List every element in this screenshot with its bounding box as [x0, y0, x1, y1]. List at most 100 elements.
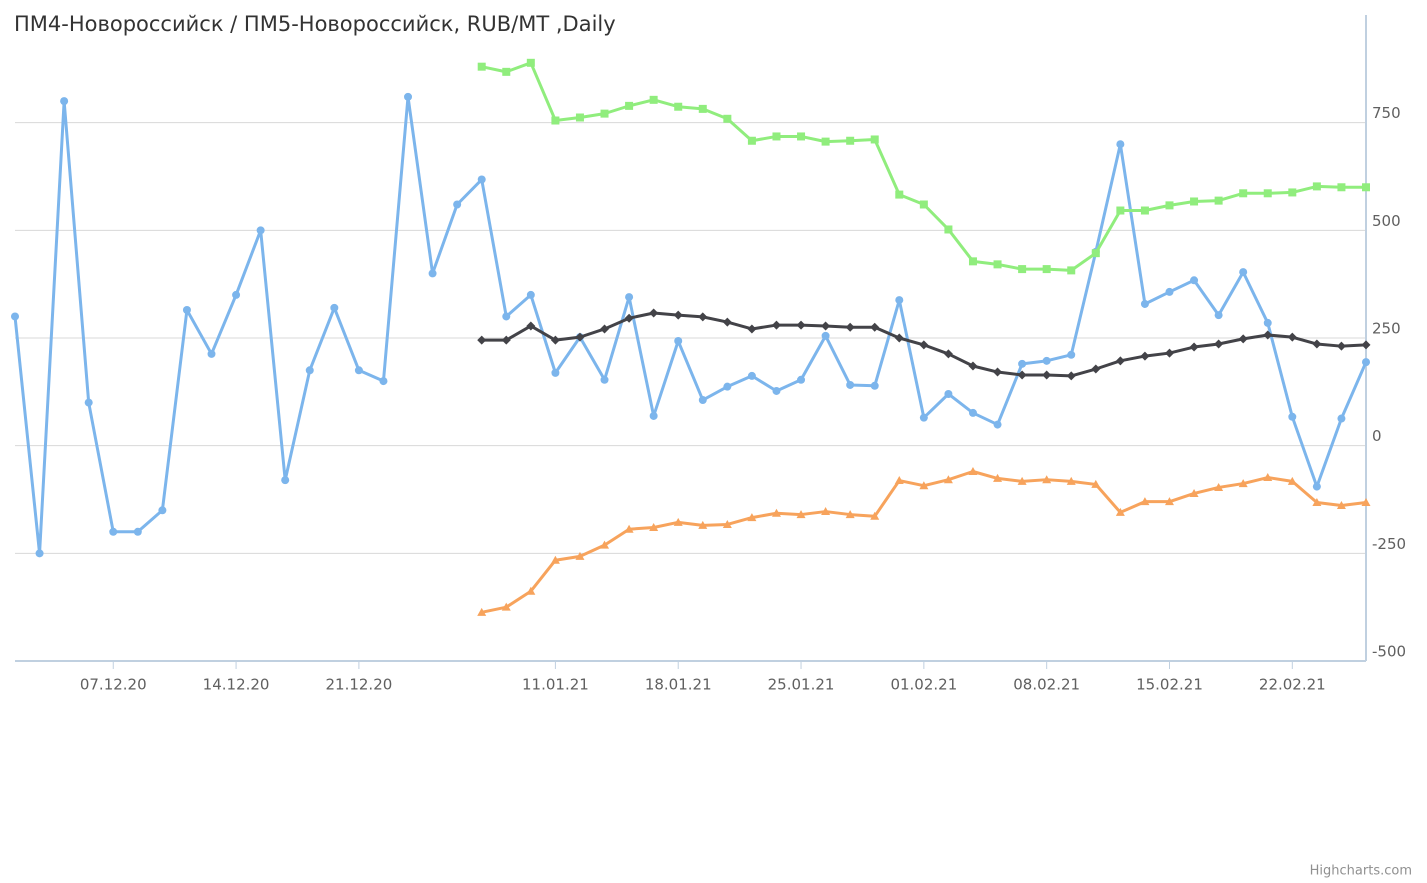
point [969, 409, 977, 417]
point [1190, 197, 1198, 205]
point [895, 191, 903, 199]
x-tick-label: 14.12.20 [203, 676, 270, 694]
point [822, 332, 830, 340]
point [1190, 343, 1199, 352]
point [330, 304, 338, 312]
point [281, 476, 289, 484]
point [871, 135, 879, 143]
point [920, 414, 928, 422]
point [1165, 288, 1173, 296]
point [1239, 268, 1247, 276]
point [920, 200, 928, 208]
point [699, 105, 707, 113]
point [870, 323, 879, 332]
point [846, 323, 855, 332]
x-tick-label: 22.02.21 [1259, 676, 1326, 694]
point [1239, 189, 1247, 197]
point [551, 369, 559, 377]
y-tick-label: 500 [1372, 212, 1401, 230]
chart: ПМ4-Новороссийск / ПМ5-Новороссийск, RUB… [0, 0, 1427, 883]
point [527, 59, 535, 67]
point [1141, 300, 1149, 308]
point [1215, 197, 1223, 205]
series-line [482, 63, 1366, 271]
point [1214, 340, 1223, 349]
y-tick-label: -500 [1372, 643, 1406, 661]
point [797, 376, 805, 384]
point [748, 372, 756, 380]
point [650, 96, 658, 104]
point [183, 306, 191, 314]
point [1018, 360, 1026, 368]
point [846, 137, 854, 145]
point [1337, 342, 1346, 351]
series-line [15, 97, 1366, 554]
x-tick-label: 11.01.21 [522, 676, 589, 694]
y-tick-label: 250 [1372, 320, 1401, 338]
point [723, 115, 731, 123]
point [477, 336, 486, 345]
point [1165, 349, 1174, 358]
point [1313, 182, 1321, 190]
point [1141, 207, 1149, 215]
point [944, 225, 952, 233]
point [11, 312, 19, 320]
point [1362, 340, 1371, 349]
point [502, 68, 510, 76]
point [1288, 333, 1297, 342]
point [1215, 311, 1223, 319]
point [134, 528, 142, 536]
point [871, 382, 879, 390]
point [502, 312, 510, 320]
point [1337, 415, 1345, 423]
point [674, 337, 682, 345]
point [601, 110, 609, 118]
point [1042, 371, 1051, 380]
point [944, 390, 952, 398]
point [1067, 351, 1075, 359]
point [846, 381, 854, 389]
point [1043, 357, 1051, 365]
point [895, 296, 903, 304]
point [1288, 413, 1296, 421]
point [478, 176, 486, 184]
x-tick-label: 18.01.21 [645, 676, 712, 694]
point [306, 366, 314, 374]
point [1116, 207, 1124, 215]
point [772, 132, 780, 140]
x-tick-label: 25.01.21 [768, 676, 835, 694]
point [478, 63, 486, 71]
point [379, 377, 387, 385]
point [355, 366, 363, 374]
point [551, 117, 559, 125]
point [404, 93, 412, 101]
point [208, 350, 216, 358]
point [772, 321, 781, 330]
series-line [482, 472, 1366, 613]
point [1337, 183, 1345, 191]
x-tick-label: 07.12.20 [80, 676, 147, 694]
point [453, 200, 461, 208]
point [1067, 266, 1075, 274]
point [650, 412, 658, 420]
point [1362, 183, 1370, 191]
point [576, 113, 584, 121]
point [1116, 140, 1124, 148]
point [993, 368, 1002, 377]
point [257, 226, 265, 234]
x-tick-label: 08.02.21 [1013, 676, 1080, 694]
point [600, 324, 609, 333]
point [919, 340, 928, 349]
point [723, 318, 732, 327]
point [797, 321, 806, 330]
point [1018, 265, 1026, 273]
point [699, 396, 707, 404]
x-tick-label: 21.12.20 [325, 676, 392, 694]
point [747, 324, 756, 333]
point [1264, 189, 1272, 197]
point [821, 321, 830, 330]
point [601, 376, 609, 384]
point [527, 291, 535, 299]
point [969, 257, 977, 265]
y-tick-label: -250 [1372, 535, 1406, 553]
